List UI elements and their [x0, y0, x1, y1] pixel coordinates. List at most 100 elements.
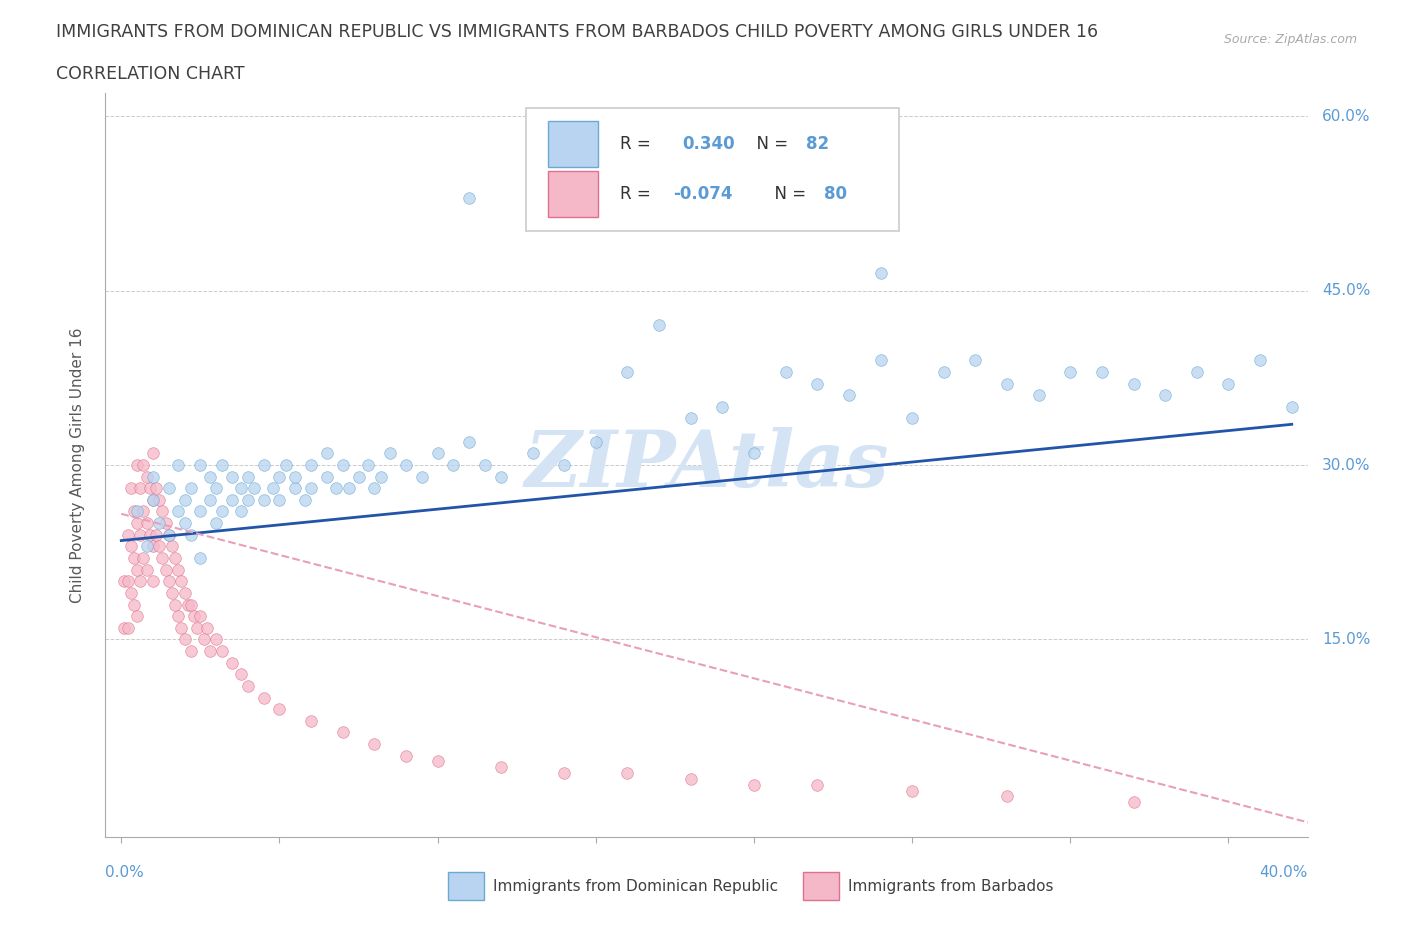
Point [1028, 388, 1050, 403]
Point [553, 765, 575, 780]
Text: ZIPAtlas: ZIPAtlas [524, 427, 889, 503]
Point [129, 574, 152, 589]
Point [148, 539, 170, 554]
Point [180, 644, 202, 658]
Point [120, 586, 142, 601]
Point [120, 539, 142, 554]
Point [155, 515, 177, 530]
Point [284, 481, 307, 496]
Point [157, 527, 180, 542]
Point [127, 609, 149, 624]
Point [458, 191, 481, 206]
Text: 15.0%: 15.0% [1322, 631, 1371, 647]
Point [198, 644, 221, 658]
Point [138, 527, 162, 542]
Point [742, 446, 765, 461]
Bar [803, 872, 839, 900]
Point [1122, 376, 1144, 391]
Point [188, 504, 212, 519]
Point [1091, 365, 1114, 379]
Point [177, 597, 200, 612]
Point [426, 446, 449, 461]
Point [114, 574, 135, 589]
Point [299, 481, 322, 496]
Text: IMMIGRANTS FROM DOMINICAN REPUBLIC VS IMMIGRANTS FROM BARBADOS CHILD POVERTY AMO: IMMIGRANTS FROM DOMINICAN REPUBLIC VS IM… [56, 23, 1098, 41]
Text: 0.340: 0.340 [682, 136, 735, 153]
Point [1218, 376, 1240, 391]
Point [269, 469, 291, 484]
Point [236, 679, 259, 694]
Point [173, 632, 195, 647]
FancyBboxPatch shape [548, 171, 599, 218]
Point [145, 481, 167, 496]
Text: CORRELATION CHART: CORRELATION CHART [56, 65, 245, 83]
Point [135, 539, 157, 554]
Point [142, 446, 165, 461]
Point [1249, 352, 1271, 367]
Point [211, 458, 233, 472]
Point [122, 504, 145, 519]
Point [160, 539, 183, 554]
Point [221, 655, 243, 670]
Point [180, 481, 202, 496]
Point [127, 515, 149, 530]
Point [142, 574, 165, 589]
Point [711, 400, 734, 415]
FancyBboxPatch shape [548, 121, 599, 167]
Point [838, 388, 860, 403]
Point [167, 609, 190, 624]
Point [522, 446, 544, 461]
Point [679, 411, 702, 426]
Point [148, 493, 170, 508]
Point [236, 469, 259, 484]
Point [332, 458, 354, 472]
Point [325, 481, 347, 496]
Point [775, 365, 797, 379]
Point [211, 644, 233, 658]
Point [180, 597, 202, 612]
Point [157, 481, 180, 496]
Point [1059, 365, 1081, 379]
Point [142, 493, 165, 508]
Point [188, 551, 212, 565]
Text: 0.0%: 0.0% [105, 865, 145, 881]
Point [142, 493, 165, 508]
Point [458, 434, 481, 449]
Point [243, 481, 266, 496]
Point [170, 620, 193, 635]
Point [347, 469, 370, 484]
Point [585, 434, 607, 449]
Point [1281, 400, 1303, 415]
Text: N =: N = [747, 136, 793, 153]
Point [127, 562, 149, 577]
Point [231, 667, 253, 682]
Point [173, 586, 195, 601]
Point [299, 713, 322, 728]
Point [117, 527, 139, 542]
Point [173, 493, 195, 508]
Point [167, 504, 190, 519]
Point [274, 458, 297, 472]
Point [195, 620, 218, 635]
Bar [449, 872, 484, 900]
Point [901, 411, 924, 426]
Text: -0.074: -0.074 [673, 185, 733, 203]
Point [160, 586, 183, 601]
Point [236, 493, 259, 508]
Point [1154, 388, 1177, 403]
Point [135, 562, 157, 577]
Point [173, 515, 195, 530]
Point [129, 481, 152, 496]
Point [129, 527, 152, 542]
Point [157, 574, 180, 589]
Point [163, 597, 186, 612]
Text: 80: 80 [824, 185, 848, 203]
Text: 40.0%: 40.0% [1260, 865, 1308, 881]
Point [198, 469, 221, 484]
Point [135, 515, 157, 530]
Point [474, 458, 496, 472]
Point [299, 458, 322, 472]
Point [269, 493, 291, 508]
Point [205, 515, 228, 530]
Point [148, 515, 170, 530]
